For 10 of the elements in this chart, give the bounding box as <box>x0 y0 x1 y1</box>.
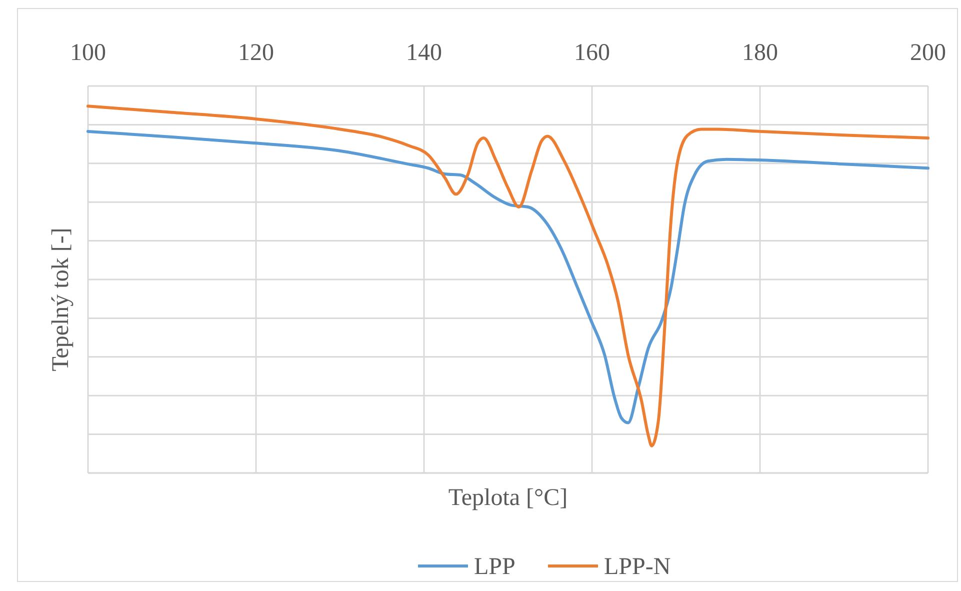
legend-label: LPP <box>474 554 516 580</box>
x-tick-label: 160 <box>574 40 610 66</box>
x-tick-label: 120 <box>238 40 274 66</box>
y-axis-title: Tepelný tok [-] <box>48 228 74 372</box>
x-axis-title: Teplota [°C] <box>448 485 568 511</box>
x-tick-label: 200 <box>910 40 946 66</box>
x-tick-label: 180 <box>742 40 778 66</box>
x-tick-label: 100 <box>70 40 106 66</box>
legend-label: LPP-N <box>604 554 671 580</box>
x-tick-label: 140 <box>406 40 442 66</box>
